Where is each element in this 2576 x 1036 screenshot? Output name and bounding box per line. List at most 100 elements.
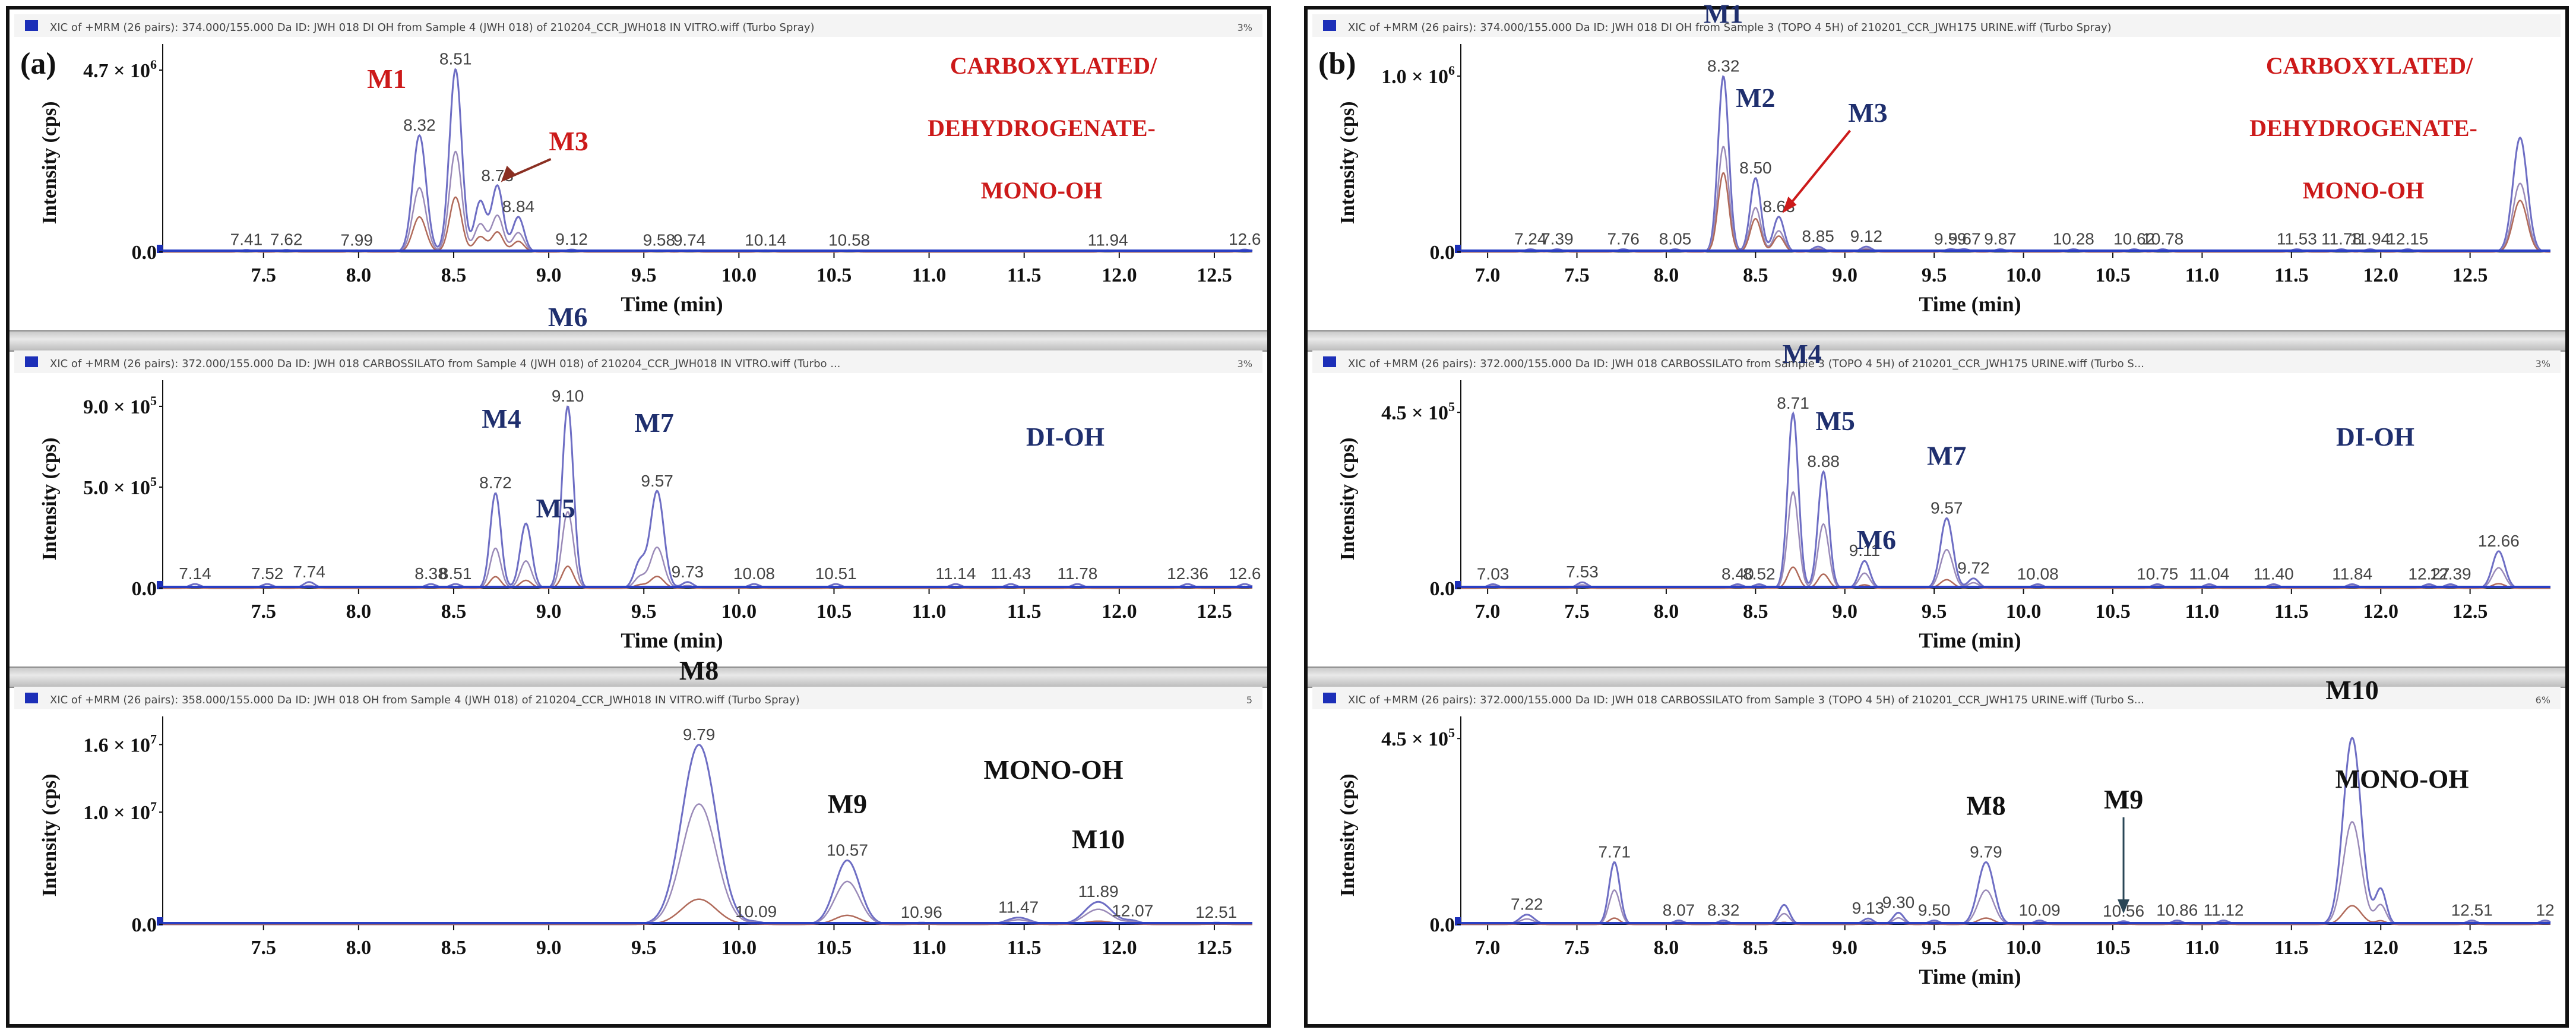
pane-header-text: XIC of +MRM (26 pairs): 358.000/155.000 … (50, 694, 800, 706)
chromatogram-pane: XIC of +MRM (26 pairs): 374.000/155.000 … (1312, 0, 2561, 329)
x-tick-label: 10.5 (817, 601, 852, 623)
retention-time-label: 9.57 (1931, 498, 1963, 517)
x-tick-label: 11.5 (1007, 601, 1042, 623)
retention-time-label: 9.50 (1918, 901, 1951, 919)
x-tick-label: 12.5 (2452, 264, 2488, 286)
figure-label: (a) (20, 47, 56, 81)
chromatogram-trace (1461, 491, 2550, 589)
chromatogram-chart: XIC of +MRM (26 pairs): 358.000/155.000 … (14, 655, 1262, 959)
x-tick-label: 9.0 (1833, 601, 1858, 623)
retention-time-label: 10.14 (745, 230, 786, 249)
retention-time-label: 12.51 (2451, 901, 2493, 919)
x-tick-label: 12.5 (1197, 937, 1232, 959)
figure-b: XIC of +MRM (26 pairs): 374.000/155.000 … (1304, 0, 2569, 1028)
y-tick-label: 1.0 × 106 (1381, 63, 1455, 88)
metabolite-label: M6 (548, 302, 587, 332)
pane-header-text: XIC of +MRM (26 pairs): 372.000/155.000 … (1348, 358, 2144, 370)
metabolite-label: M2 (436, 0, 475, 4)
compound-class-label: DI-OH (2336, 422, 2414, 451)
chromatogram-pane: XIC of +MRM (26 pairs): 372.000/155.000 … (1312, 339, 2561, 665)
y-axis-title: Intensity (cps) (1337, 102, 1359, 225)
y-tick-label: 5.0 × 105 (83, 474, 157, 499)
x-tick-label: 10.5 (2095, 601, 2131, 623)
chromatogram-pane: XIC of +MRM (26 pairs): 374.000/155.000 … (14, 0, 1262, 329)
retention-time-label: 10.78 (2142, 230, 2183, 248)
retention-time-label: 11.12 (2204, 901, 2244, 919)
x-tick-label: 8.0 (346, 264, 372, 286)
x-tick-label: 11.0 (2185, 264, 2220, 286)
x-tick-label: 9.5 (631, 264, 657, 286)
retention-time-label: 10.09 (2019, 901, 2061, 919)
retention-time-label: 8.32 (1707, 901, 1740, 919)
retention-time-label: 7.52 (251, 564, 284, 583)
x-tick-label: 12.5 (2452, 937, 2488, 959)
retention-time-label: 10.08 (2017, 564, 2059, 583)
x-tick-label: 12.0 (1102, 264, 1137, 286)
retention-time-label: 10.75 (2137, 564, 2178, 583)
retention-time-label: 12.15 (2387, 230, 2428, 248)
retention-time-label: 9.57 (641, 472, 673, 490)
retention-time-label: 9.12 (555, 230, 588, 248)
x-axis-title: Time (min) (1919, 628, 2021, 652)
x-axis-title: Time (min) (1919, 292, 2021, 316)
chromatogram-trace (163, 68, 1253, 253)
retention-time-label: 9.67 (1948, 230, 1981, 248)
retention-time-label: 9.11 (1849, 541, 1880, 560)
arrow-head-icon (501, 165, 515, 182)
pane-header-bar (14, 14, 1262, 37)
x-tick-label: 11.5 (1007, 264, 1042, 286)
chromatogram-chart: XIC of +MRM (26 pairs): 372.000/155.000 … (14, 302, 1262, 652)
x-axis-title: Time (min) (621, 628, 723, 652)
y-tick-label: 4.5 × 105 (1381, 725, 1455, 750)
x-tick-label: 12.0 (2363, 264, 2398, 286)
retention-time-label: 7.41 (230, 230, 263, 249)
x-tick-label: 7.5 (1564, 937, 1590, 959)
retention-time-label: 7.74 (293, 563, 325, 581)
retention-time-label: 7.71 (1598, 842, 1631, 861)
x-tick-label: 9.5 (1922, 937, 1947, 959)
x-tick-label: 7.5 (251, 937, 276, 959)
metabolite-label: M8 (679, 655, 719, 686)
compound-class-label: DEHYDROGENATE- (928, 115, 1156, 141)
pane-divider[interactable] (1308, 667, 2565, 688)
x-tick-label: 12.5 (2452, 601, 2488, 623)
pane-divider[interactable] (10, 330, 1267, 352)
compound-class-label: CARBOXYLATED/ (950, 52, 1157, 79)
y-tick-label: 0.0 (132, 914, 157, 936)
y-axis-title: Intensity (cps) (39, 102, 61, 225)
chromatogram-trace (1461, 75, 2550, 253)
x-tick-label: 7.0 (1475, 601, 1501, 623)
y-tick-label: 0.0 (1430, 578, 1455, 600)
pane-corner-text: 6% (2536, 694, 2550, 706)
x-tick-label: 11.5 (2274, 937, 2309, 959)
pane-header-bar (14, 687, 1262, 709)
metabolite-label: M3 (549, 126, 588, 156)
retention-time-label: 8.38 (414, 564, 447, 583)
retention-time-label: 11.04 (2189, 564, 2229, 583)
pane-header-text: XIC of +MRM (26 pairs): 372.000/155.000 … (50, 358, 840, 370)
figure-label: (b) (1318, 47, 1356, 81)
axis-start-marker-icon (157, 245, 163, 253)
chromatogram-chart: XIC of +MRM (26 pairs): 374.000/155.000 … (14, 0, 1262, 316)
retention-time-label: 8.51 (439, 50, 472, 68)
retention-time-label: 9.73 (672, 563, 704, 581)
retention-time-label: 10.28 (2053, 230, 2094, 248)
metabolite-label: M10 (2325, 675, 2378, 705)
x-tick-label: 8.0 (346, 937, 372, 959)
x-tick-label: 8.0 (346, 601, 372, 623)
retention-time-label: 11.78 (2321, 230, 2362, 248)
pane-corner-text: 3% (2536, 358, 2550, 369)
axis-start-marker-icon (1455, 581, 1461, 589)
pane-divider[interactable] (10, 667, 1267, 688)
x-tick-label: 9.0 (1833, 937, 1858, 959)
x-tick-label: 10.0 (2006, 264, 2042, 286)
retention-time-label: 10.62 (2113, 230, 2155, 248)
pane-divider[interactable] (1308, 330, 2565, 352)
retention-time-label: 9.13 (1852, 899, 1885, 917)
y-tick-label: 0.0 (132, 578, 157, 600)
metabolite-label: M9 (2104, 784, 2143, 814)
retention-time-label: 11.43 (990, 564, 1031, 583)
metabolite-label: M2 (1736, 83, 1775, 113)
retention-time-label: 8.50 (1739, 159, 1772, 177)
retention-time-label: 12.27 (2408, 564, 2450, 583)
